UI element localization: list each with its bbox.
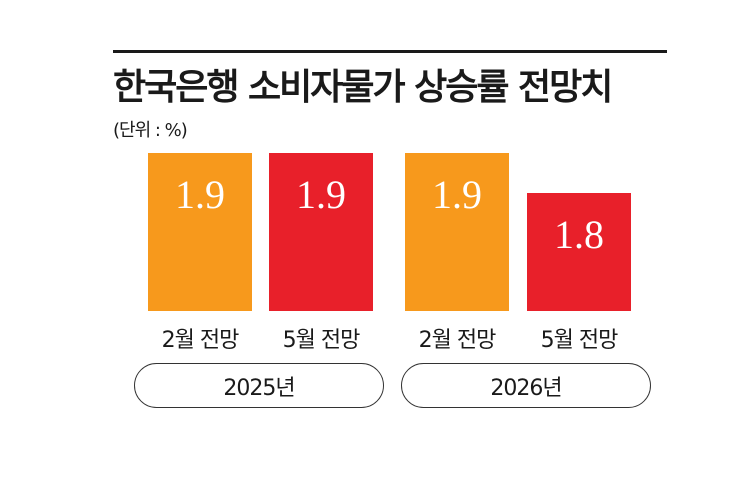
top-rule [113, 50, 667, 53]
value-label: 1.8 [554, 212, 604, 257]
unit-label: (단위 : %) [113, 120, 188, 141]
category-label: 2월 전망 [162, 328, 239, 353]
category-label: 5월 전망 [541, 328, 618, 353]
chart-title: 한국은행 소비자물가 상승률 전망치 [113, 67, 613, 108]
value-label: 1.9 [296, 172, 346, 217]
group-label-2025: 2025년 [134, 363, 384, 408]
group-label-2026: 2026년 [401, 363, 651, 408]
bar [405, 153, 509, 311]
bar [527, 193, 631, 311]
value-label: 1.9 [432, 172, 482, 217]
bar [148, 153, 252, 311]
category-label: 2월 전망 [419, 328, 496, 353]
bar [269, 153, 373, 311]
value-label: 1.9 [175, 172, 225, 217]
category-label: 5월 전망 [283, 328, 360, 353]
